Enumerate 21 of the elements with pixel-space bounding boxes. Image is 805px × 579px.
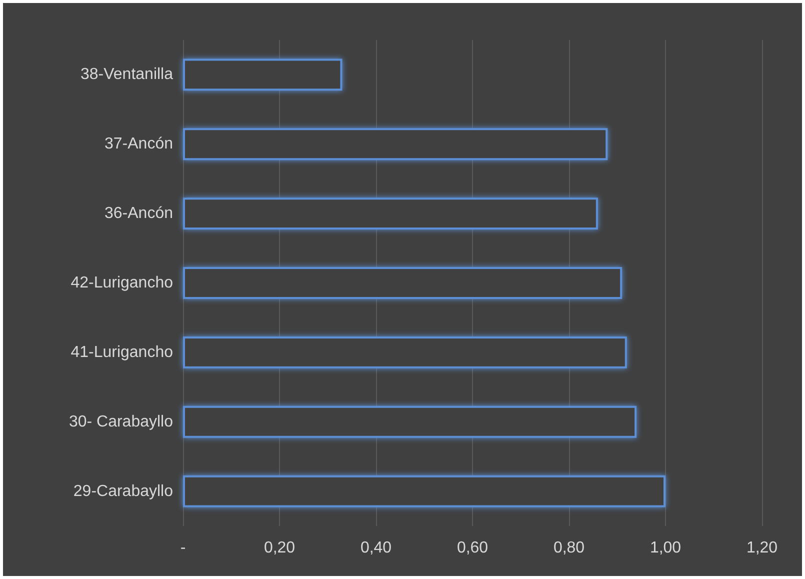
bar [183,198,598,230]
x-tick-label: 1,20 [746,540,778,556]
x-tick-label: - [180,540,186,556]
y-tick-label: 41-Lurigancho [70,344,174,361]
y-tick-label: 37-Ancón [104,136,173,153]
x-tick-label: 0,60 [456,540,488,556]
x-tick-label: 0,40 [360,540,392,556]
bar [183,267,622,299]
y-tick-label: 36-Ancón [104,205,173,222]
bar [183,128,608,160]
x-tick-label: 0,80 [553,540,585,556]
y-tick-label: 42-Lurigancho [70,274,174,292]
y-tick-label: 29-Carabayllo [73,482,174,500]
x-tick-label: 1,00 [650,540,682,556]
bar [183,58,342,91]
x-tick-label: 0,20 [264,540,296,556]
bar [183,406,637,438]
bar [183,475,666,508]
y-tick-label: 30- Carabayllo [68,413,174,430]
y-tick-label: 38-Ventanilla [80,66,174,84]
bar [183,336,627,368]
